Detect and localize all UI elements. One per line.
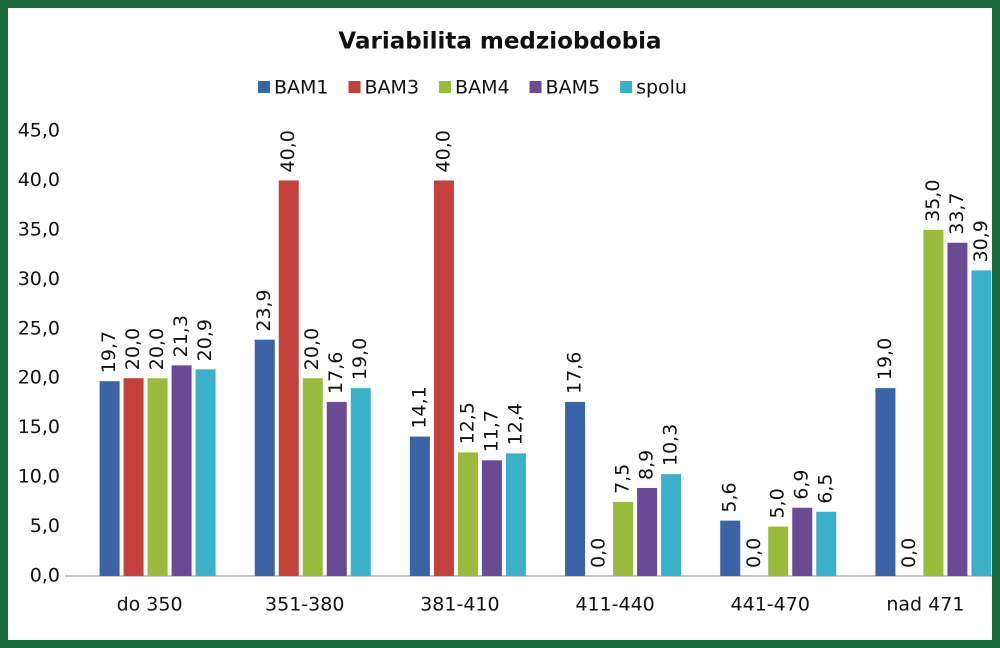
bar: [637, 487, 658, 576]
data-label: 40,0: [432, 130, 454, 172]
bar: [99, 381, 120, 576]
bar: [195, 369, 216, 576]
data-label: 8,9: [636, 450, 658, 480]
legend-label: BAM3: [365, 77, 420, 99]
x-tick-label: nad 471: [886, 594, 964, 616]
bar: [816, 511, 837, 576]
y-tick-label: 25,0: [18, 317, 60, 339]
y-tick-label: 30,0: [18, 268, 60, 290]
y-tick-label: 10,0: [18, 466, 60, 488]
bar: [505, 453, 526, 576]
legend-swatch: [439, 81, 452, 93]
x-tick-label: 381-410: [420, 594, 499, 616]
x-tick-label: 441-470: [731, 594, 810, 616]
bar: [254, 339, 275, 576]
bar: [302, 378, 323, 576]
data-label: 21,3: [170, 315, 192, 357]
y-tick-label: 45,0: [18, 120, 60, 142]
data-label: 19,0: [874, 338, 896, 380]
data-label: 7,5: [612, 464, 634, 494]
data-label: 35,0: [922, 180, 944, 222]
data-label: 6,9: [791, 470, 813, 500]
y-tick-label: 40,0: [18, 169, 60, 191]
data-label: 33,7: [946, 192, 968, 234]
data-label: 23,9: [253, 289, 275, 331]
y-tick-label: 15,0: [18, 416, 60, 438]
legend-label: BAM5: [546, 77, 601, 99]
y-tick-label: 0,0: [30, 565, 60, 587]
data-label: 40,0: [277, 130, 299, 172]
bar: [875, 388, 896, 576]
bar: [457, 452, 478, 576]
legend-label: BAM1: [274, 77, 329, 99]
legend-swatch: [258, 81, 270, 93]
y-tick-label: 5,0: [30, 515, 60, 537]
bar: [433, 180, 454, 576]
x-tick-label: do 350: [117, 594, 183, 616]
data-label: 6,5: [815, 474, 837, 504]
data-label: 0,0: [898, 538, 920, 568]
data-label: 20,0: [301, 328, 323, 370]
data-label: 5,0: [767, 488, 789, 518]
chart-title: Variabilita medziobdobia: [338, 29, 661, 55]
data-label: 20,0: [146, 328, 168, 370]
bar: [792, 507, 813, 576]
data-label: 0,0: [743, 538, 765, 568]
y-tick-label: 35,0: [18, 218, 60, 240]
bar: [565, 401, 586, 576]
data-label: 20,0: [122, 328, 144, 370]
bar: [613, 501, 634, 576]
x-tick-label: 411-440: [575, 594, 654, 616]
data-label: 30,9: [970, 220, 992, 262]
y-tick-label: 20,0: [18, 367, 60, 389]
data-label: 19,7: [98, 331, 120, 373]
data-label: 11,7: [480, 410, 502, 452]
bar: [278, 180, 299, 576]
legend-label: BAM4: [455, 77, 510, 99]
data-label: 14,1: [408, 386, 430, 428]
bar: [947, 242, 968, 576]
bar: [326, 401, 347, 576]
bar: [409, 436, 430, 576]
legend-swatch: [529, 81, 542, 93]
data-label: 0,0: [588, 538, 610, 568]
bar: [661, 474, 682, 576]
data-label: 5,6: [719, 482, 741, 512]
data-label: 12,4: [504, 403, 526, 445]
data-label: 19,0: [349, 338, 371, 380]
bar: [147, 378, 168, 576]
bar: [481, 460, 502, 576]
bar: [720, 520, 741, 576]
bar: [768, 526, 789, 576]
data-label: 17,6: [564, 352, 586, 394]
bar: [923, 229, 944, 576]
data-label: 20,9: [194, 319, 216, 361]
bar: [171, 365, 192, 576]
x-tick-label: 351-380: [265, 594, 344, 616]
legend-swatch: [348, 81, 361, 93]
legend-label: spolu: [636, 77, 687, 99]
data-label: 10,3: [660, 424, 682, 466]
legend-swatch: [620, 81, 633, 93]
bar: [971, 270, 992, 576]
bar: [350, 388, 371, 576]
data-label: 12,5: [456, 402, 478, 444]
bar: [123, 378, 144, 576]
data-label: 17,6: [325, 352, 347, 394]
